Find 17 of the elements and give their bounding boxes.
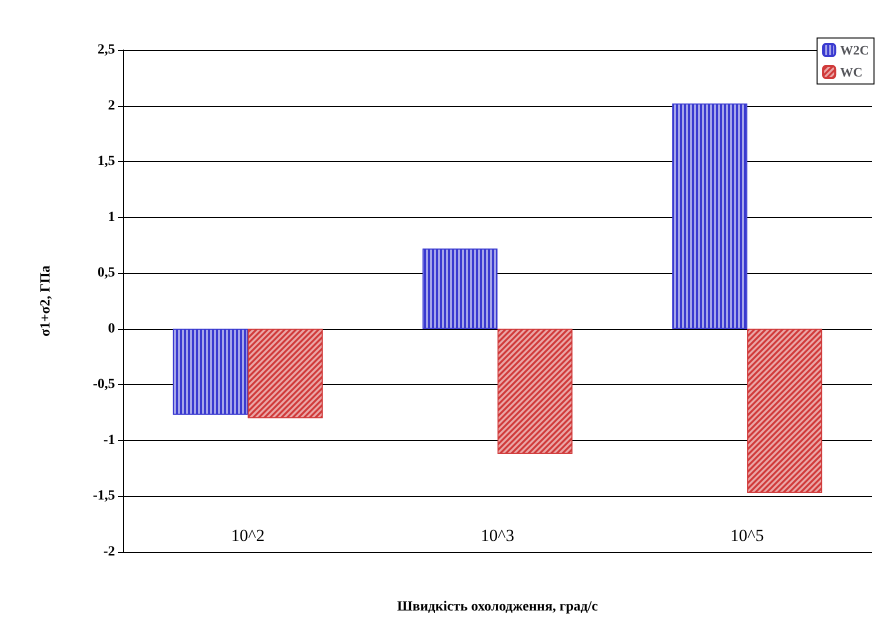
y-tick-label: -1 (103, 432, 115, 448)
y-tick-label: -2 (103, 544, 115, 560)
y-tick-label: 2,5 (98, 42, 115, 58)
x-tick-label: 10^5 (730, 526, 764, 545)
y-tick-label: 0 (108, 321, 115, 336)
y-tick-label: 1 (108, 210, 115, 225)
y-tick-label: 1,5 (98, 154, 115, 170)
y-tick-label: -1,5 (92, 488, 115, 504)
legend-label: W2C (840, 42, 869, 58)
legend-label: WC (840, 64, 862, 80)
x-axis-title: Швидкість охолодження, град/с (397, 600, 598, 614)
y-tick-label: 2 (108, 98, 115, 114)
x-tick-label: 10^3 (480, 526, 514, 545)
y-axis-title: σ1+σ2, ГПа (38, 265, 54, 337)
y-tick-label: 0,5 (98, 266, 115, 281)
x-tick-label: 10^2 (231, 526, 265, 545)
y-tick-label: -0,5 (92, 377, 115, 392)
